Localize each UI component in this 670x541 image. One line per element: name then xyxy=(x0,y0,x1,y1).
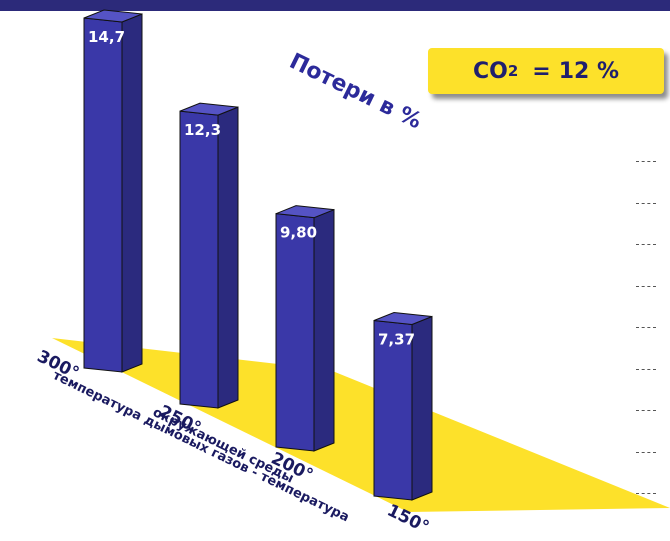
co2-badge: CO 2 = 12 % xyxy=(428,48,664,94)
dash-line-8 xyxy=(636,441,656,453)
data-label-3: 9,80 xyxy=(280,224,317,242)
data-label-1: 14,7 xyxy=(88,28,125,46)
data-label-4: 7,37 xyxy=(378,331,415,349)
bar-4: 7,37 xyxy=(373,312,433,501)
dash-line-6 xyxy=(636,358,656,370)
dash-line-2 xyxy=(636,192,656,204)
dash-line-5 xyxy=(636,316,656,328)
bar-side-2 xyxy=(217,106,239,409)
bar-side-3 xyxy=(313,208,335,452)
top-bar xyxy=(0,0,670,11)
equals-sign: = xyxy=(532,58,551,84)
bars-group: 14,7 12,3 9,80 7,37 xyxy=(83,9,433,501)
bar-side-1 xyxy=(121,13,143,373)
bar-1: 14,7 xyxy=(83,9,143,373)
dash-line-9 xyxy=(636,482,656,494)
co2-subscript: 2 xyxy=(507,62,519,80)
dash-line-3 xyxy=(636,233,656,245)
co2-text: CO xyxy=(472,58,508,84)
bar-front-1 xyxy=(83,17,123,373)
bar-front-2 xyxy=(179,110,219,409)
bar-front-3 xyxy=(275,213,315,452)
dash-line-4 xyxy=(636,275,656,287)
co2-value: 12 % xyxy=(558,58,620,84)
bar-top-4 xyxy=(373,312,433,326)
bar-2: 12,3 xyxy=(179,102,239,409)
dash-line-7 xyxy=(636,399,656,411)
bar-3: 9,80 xyxy=(275,205,335,452)
bar-top-1 xyxy=(83,9,143,23)
bar-top-3 xyxy=(275,205,335,219)
data-label-2: 12,3 xyxy=(184,121,221,139)
dashed-guide-lines xyxy=(636,150,656,524)
dash-line-1 xyxy=(636,150,656,162)
bar-top-2 xyxy=(179,102,239,116)
y-axis-label: Потери в % xyxy=(285,49,425,134)
